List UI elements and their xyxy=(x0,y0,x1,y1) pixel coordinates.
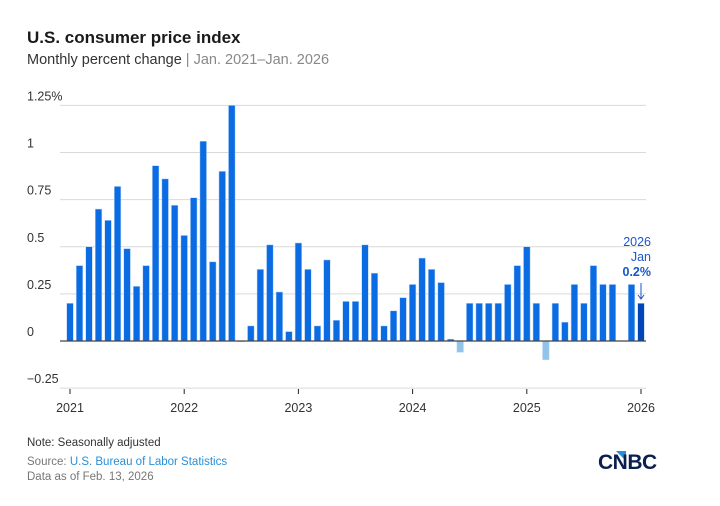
bar xyxy=(95,208,103,342)
source: Source: U.S. Bureau of Labor Statistics xyxy=(27,456,227,468)
x-tick-label: 2026 xyxy=(627,401,655,415)
data-as-of: Data as of Feb. 13, 2026 xyxy=(27,471,154,483)
bar xyxy=(428,269,436,342)
bar xyxy=(466,303,474,342)
bar xyxy=(599,284,607,342)
bar xyxy=(561,321,569,342)
bar xyxy=(199,140,207,342)
x-tick-label: 2023 xyxy=(284,401,312,415)
bar xyxy=(351,301,360,342)
x-tick-label: 2021 xyxy=(56,401,84,415)
bar xyxy=(304,269,312,342)
bar xyxy=(589,265,597,342)
subtitle-range: Jan. 2021–Jan. 2026 xyxy=(193,52,330,68)
y-tick-label: 1 xyxy=(27,137,34,151)
y-tick-label: 1.25% xyxy=(27,89,62,103)
source-label: Source: xyxy=(27,456,70,468)
annotation-arrow-icon xyxy=(637,283,645,300)
x-tick-label: 2022 xyxy=(170,401,198,415)
bar xyxy=(532,303,540,342)
bar xyxy=(123,248,131,342)
bar xyxy=(608,284,617,342)
y-tick-label: 0.5 xyxy=(27,231,44,245)
bar xyxy=(104,220,112,342)
y-tick-label: −0.25 xyxy=(27,372,59,386)
bar xyxy=(209,261,217,342)
bar xyxy=(390,310,398,342)
bar xyxy=(152,165,160,342)
footnote: Note: Seasonally adjusted xyxy=(27,437,161,449)
bar xyxy=(256,269,264,342)
bar xyxy=(323,259,331,342)
annotation-year: 2026 xyxy=(623,235,651,249)
bar xyxy=(142,265,150,342)
bar xyxy=(247,325,255,342)
bar-chart: −0.25 0 0.25 0.5 0.75 1 1.25% 2021 2022 2023 2024 2… xyxy=(27,89,655,415)
bar xyxy=(266,244,274,342)
bar xyxy=(171,205,179,342)
bar xyxy=(133,286,141,342)
bar xyxy=(437,282,445,342)
bar xyxy=(161,178,169,342)
bar xyxy=(475,303,483,342)
bar xyxy=(627,284,636,342)
bar xyxy=(580,303,588,342)
source-link[interactable]: U.S. Bureau of Labor Statistics xyxy=(69,456,228,468)
bar xyxy=(399,297,407,342)
x-tick-label: 2025 xyxy=(513,401,541,415)
bar xyxy=(114,186,122,342)
annotation-value: 0.2% xyxy=(623,265,652,279)
cnbc-logo: CNBC xyxy=(598,451,657,473)
bar xyxy=(361,244,369,342)
bar xyxy=(494,303,502,342)
bar xyxy=(485,303,493,342)
bar xyxy=(85,246,93,342)
bar xyxy=(542,340,550,361)
svg-text:CNBC: CNBC xyxy=(598,451,657,473)
bar xyxy=(370,272,379,342)
bar xyxy=(504,284,512,342)
bar xyxy=(570,284,578,342)
bar xyxy=(418,257,426,342)
subtitle-text: Monthly percent change xyxy=(27,52,182,68)
bar xyxy=(294,242,302,342)
x-tick-label: 2024 xyxy=(399,401,427,415)
bar xyxy=(285,331,293,342)
bar xyxy=(342,301,350,342)
y-tick-label: 0 xyxy=(27,325,34,339)
bar xyxy=(409,284,417,342)
y-tick-label: 0.75 xyxy=(27,184,51,198)
bar xyxy=(66,303,74,342)
bar xyxy=(513,265,521,342)
bar xyxy=(637,303,645,342)
bar xyxy=(332,320,341,342)
y-tick-label: 0.25 xyxy=(27,278,51,292)
bar xyxy=(75,265,84,342)
bar xyxy=(380,325,388,342)
bar xyxy=(190,197,198,342)
chart-subtitle: Monthly percent change | Jan. 2021–Jan. … xyxy=(27,52,330,68)
bar xyxy=(228,105,236,342)
bar xyxy=(313,325,321,342)
bar xyxy=(275,291,283,342)
bar xyxy=(218,171,226,342)
bar xyxy=(551,303,559,342)
bar xyxy=(523,246,531,342)
bar xyxy=(456,340,464,353)
bar xyxy=(180,235,188,342)
chart-title: U.S. consumer price index xyxy=(27,28,241,47)
annotation-month: Jan xyxy=(631,250,651,264)
